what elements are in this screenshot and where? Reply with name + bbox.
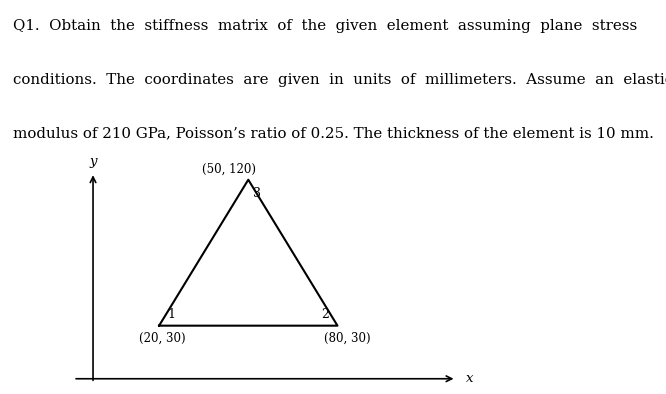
Text: 2: 2	[321, 308, 329, 321]
Text: x: x	[466, 372, 474, 385]
Text: (50, 120): (50, 120)	[202, 162, 256, 175]
Text: (80, 30): (80, 30)	[324, 332, 371, 345]
Text: 1: 1	[167, 308, 175, 321]
Text: conditions.  The  coordinates  are  given  in  units  of  millimeters.  Assume  : conditions. The coordinates are given in…	[13, 73, 666, 87]
Text: Q1.  Obtain  the  stiffness  matrix  of  the  given  element  assuming  plane  s: Q1. Obtain the stiffness matrix of the g…	[13, 19, 637, 33]
Text: (20, 30): (20, 30)	[139, 332, 186, 345]
Text: modulus of 210 GPa, Poisson’s ratio of 0.25. The thickness of the element is 10 : modulus of 210 GPa, Poisson’s ratio of 0…	[13, 126, 654, 141]
Text: 3: 3	[253, 187, 261, 200]
Text: y: y	[89, 155, 97, 168]
